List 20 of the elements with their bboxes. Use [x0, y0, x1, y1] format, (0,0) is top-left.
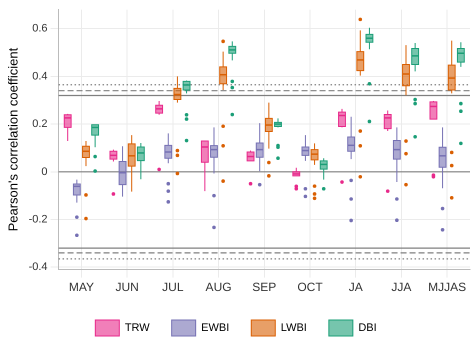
x-tick-label: JA: [348, 280, 363, 294]
legend-label: EWBI: [201, 322, 230, 334]
y-tick-label: 0: [41, 166, 48, 178]
legend-label: LWBI: [280, 322, 307, 334]
x-tick-label: JUL: [162, 280, 184, 294]
x-tick-label: OCT: [297, 280, 324, 294]
y-axis-title: Pearson's correlation coefficient: [5, 47, 20, 232]
y-tick-label: 0.4: [32, 70, 48, 82]
y-tick-label: 0.2: [32, 118, 48, 130]
x-tick-label: JUN: [115, 280, 139, 294]
x-tick-label: SEP: [252, 280, 276, 294]
x-tick-label: MJJAS: [428, 280, 466, 294]
x-tick-label: MAY: [68, 280, 94, 294]
legend-label: DBI: [358, 322, 377, 334]
y-tick-label: -0.4: [28, 261, 48, 274]
y-tick-label: -0.2: [28, 214, 48, 226]
x-tick-label: AUG: [206, 280, 232, 294]
x-tick-label: JJA: [391, 280, 412, 294]
legend-label: TRW: [124, 322, 150, 334]
y-tick-label: 0.6: [32, 22, 48, 35]
